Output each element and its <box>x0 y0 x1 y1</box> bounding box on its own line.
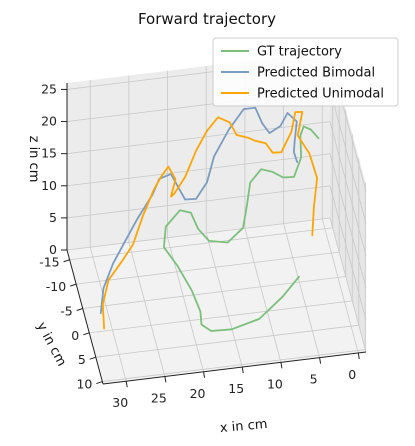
z-axis-label: z in cm <box>26 136 41 183</box>
z-tick-label: 20 <box>41 114 57 129</box>
legend-label-unimodal: Predicted Unimodal <box>257 87 384 102</box>
grid-line-z-back <box>66 121 331 155</box>
x-tick-label: 10 <box>267 376 283 391</box>
z-tick-label: 25 <box>41 81 57 96</box>
x-tick-mark <box>203 371 206 378</box>
series-line-gt-trajectory <box>162 125 320 332</box>
x-tick-label: 20 <box>190 386 206 401</box>
grid-lines <box>66 51 367 382</box>
series-line-predicted-unimodal <box>101 111 319 330</box>
legend-box <box>212 37 399 107</box>
y-tick-label: 10 <box>76 377 92 392</box>
grid-line-z-back <box>66 153 331 187</box>
grid-line-x-floor <box>321 218 359 354</box>
x-tick-mark <box>125 381 128 388</box>
grid-line-z-side <box>329 217 367 353</box>
z-tick-label: 0 <box>49 242 57 257</box>
grid-line-y-floor <box>95 324 359 358</box>
chart-title: Forward trajectory <box>138 10 276 28</box>
grid-line-x-floor <box>244 228 282 363</box>
legend-label-gt: GT trajectory <box>257 45 342 60</box>
y-tick-mark <box>83 332 90 336</box>
x-tick-label: 5 <box>310 372 318 387</box>
grid-line-y-floor <box>89 300 353 334</box>
grid-line-x-floor <box>128 242 166 377</box>
x-tick-mark <box>319 357 322 364</box>
x-tick-mark <box>241 366 244 374</box>
floor-pane <box>67 218 366 384</box>
y-tick-mark <box>96 381 103 385</box>
y-tick-mark <box>76 307 83 311</box>
z-tick-label: 15 <box>41 146 57 161</box>
x-tick-label: 15 <box>228 381 244 396</box>
x-tick-label: 25 <box>151 390 167 405</box>
grid-line-z-side <box>329 185 367 320</box>
y-tick-mark <box>63 259 70 263</box>
x-axis-line <box>102 351 367 385</box>
grid-line-y-floor <box>82 276 346 309</box>
grid-line-x-floor <box>89 247 127 382</box>
y-axis-line <box>66 249 104 385</box>
axis-lines <box>66 83 367 385</box>
x-tick-mark <box>357 352 360 360</box>
grid-line-x-floor <box>205 232 243 368</box>
grid-line-z-side <box>329 89 367 224</box>
x-tick-mark <box>280 362 283 369</box>
series-line-predicted-bimodal <box>99 106 299 315</box>
x-tick-label: 0 <box>348 367 356 382</box>
x-tick-label: 30 <box>112 395 128 410</box>
y-tick-label: -10 <box>46 279 66 294</box>
grid-line-x-floor <box>283 223 320 358</box>
y-tick-label: 5 <box>78 352 86 367</box>
grid-line-y-floor <box>102 349 366 382</box>
x-tick-mark <box>164 376 167 383</box>
grid-line-z-back <box>66 217 331 251</box>
y-tick-label: -5 <box>60 303 72 318</box>
grid-line-z-side <box>329 153 367 288</box>
y-tick-label: 0 <box>71 328 79 343</box>
grid-line-z-back <box>66 185 331 219</box>
y-tick-mark <box>89 356 96 360</box>
z-tick-label: 5 <box>49 210 57 225</box>
grid-line-y-floor <box>69 227 333 261</box>
legend-label-bimodal: Predicted Bimodal <box>257 66 375 81</box>
y-axis-label: y in cm <box>33 320 69 369</box>
z-tick-label: 10 <box>41 178 57 193</box>
legend: GT trajectory Predicted Bimodal Predicte… <box>212 37 399 107</box>
y-tick-label: -15 <box>39 255 59 270</box>
grid-line-z-side <box>329 121 367 256</box>
y-tick-mark <box>70 283 77 287</box>
series-lines <box>99 106 320 332</box>
grid-line-y-floor <box>76 251 340 285</box>
x-axis-label: x in cm <box>219 417 268 436</box>
